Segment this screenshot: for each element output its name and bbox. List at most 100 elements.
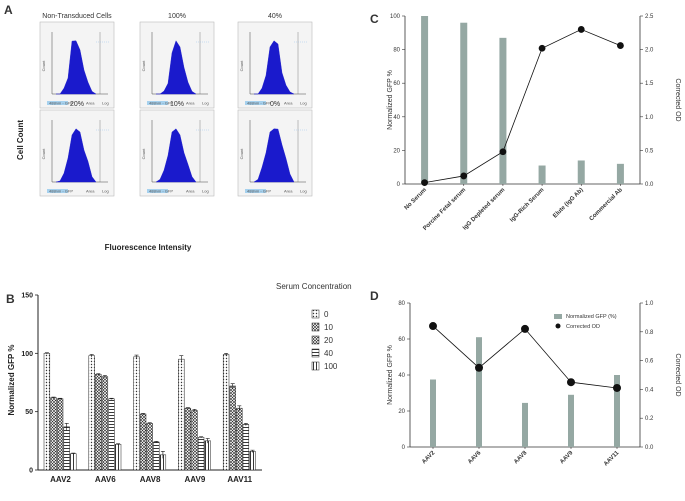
histogram-area-label: Area [86, 101, 95, 106]
combo-bar [522, 402, 528, 447]
combo-od-point [567, 378, 575, 387]
combo-y-tick-label: 20 [393, 148, 400, 154]
combo-bar [577, 160, 585, 184]
panel-d-y2-label: Corrected OD [674, 353, 681, 396]
combo-y-tick-label: 40 [398, 373, 405, 379]
combo-bar [430, 379, 436, 447]
histogram-title: 100% [168, 13, 186, 20]
combo-category-label: IgG Depleted serum [462, 187, 506, 231]
combo-category-label: AAV2 [421, 450, 437, 466]
combo-category-label: AAV8 [513, 450, 529, 466]
panel-a-y-label: Cell Count [16, 120, 25, 160]
b-bar [222, 354, 230, 471]
combo-y2-tick-label: 0.5 [645, 148, 654, 154]
histogram-legend-swatch [47, 189, 68, 193]
histogram-title: 10% [170, 101, 184, 108]
combo-bar [616, 163, 624, 184]
b-legend-swatch [311, 348, 320, 358]
panel-c-y-label: Normalized GFP % [387, 70, 394, 130]
combo-y-tick-label: 40 [393, 115, 400, 121]
combo-y2-tick-label: 1.0 [645, 115, 654, 121]
panel-b-letter: B [6, 292, 15, 306]
b-legend-label: 40 [324, 349, 333, 358]
combo-od-point [475, 363, 483, 372]
b-bar [101, 376, 109, 471]
combo-bar [460, 22, 468, 184]
b-y-tick-label: 0 [29, 468, 33, 475]
combo-bar [538, 165, 546, 184]
panel-c-y2-label: Corrected OD [674, 78, 681, 121]
panel-d-chart: Normalized GFP % Corrected OD 0 20 40 60 80 0… [387, 301, 681, 468]
b-y-tick-label: 150 [21, 293, 33, 300]
combo-od-point [421, 179, 428, 187]
combo-bar [421, 16, 429, 184]
panel-a-histograms: Non-Transduced Cells Count 488nm - GFP Area… [39, 13, 313, 197]
b-bar [236, 407, 243, 471]
combo-category-label: Elute (IgG Ab) [552, 187, 584, 219]
histogram-scale-label: Log [300, 189, 307, 194]
histogram-area-label: Area [284, 189, 293, 194]
combo-bar [614, 375, 620, 447]
combo-legend-marker [555, 323, 561, 329]
b-bar [146, 423, 153, 471]
b-category-label: AAV9 [185, 475, 206, 484]
b-bar [50, 397, 57, 471]
histogram-scale-label: Log [102, 189, 109, 194]
panel-d-letter: D [370, 289, 379, 303]
histogram-count-label: Count [141, 148, 146, 160]
combo-y-tick-label: 60 [398, 337, 405, 343]
histogram-area-label: Area [186, 101, 195, 106]
b-bar [249, 451, 256, 471]
b-bar [56, 398, 64, 471]
combo-category-label: AAV6 [467, 450, 483, 466]
combo-category-label: Commercial Ab [589, 187, 624, 222]
histogram-legend-swatch [245, 101, 266, 105]
panel-a-letter: A [4, 3, 13, 17]
b-y-tick-label: 100 [21, 351, 33, 358]
b-category-label: AAV11 [227, 475, 252, 484]
combo-y-tick-label: 20 [398, 409, 405, 415]
combo-y2-tick-label: 0.0 [645, 182, 654, 188]
combo-y-tick-label: 80 [398, 301, 405, 307]
combo-y2-tick-label: 1.0 [645, 301, 654, 307]
histogram-legend-label: 488nm - GFP [149, 189, 173, 194]
combo-od-point [460, 172, 468, 180]
combo-category-label: IgG-Rich Serum [509, 187, 545, 223]
combo-category-label: AAV11 [603, 450, 621, 468]
combo-y2-tick-label: 0.6 [645, 359, 654, 365]
histogram-legend-label: 488nm - GFP [247, 101, 271, 106]
b-legend-label: 100 [324, 362, 338, 371]
panel-b-legend-title: Serum Concentration [276, 282, 352, 291]
histogram-title: Non-Transduced Cells [42, 13, 112, 20]
b-bar [88, 355, 95, 471]
b-bar [108, 398, 115, 471]
histogram-area-label: Area [86, 189, 95, 194]
histogram-count-label: Count [41, 148, 46, 160]
histogram-distribution [56, 40, 97, 95]
histogram-legend-swatch [245, 189, 266, 193]
combo-od-point [617, 42, 624, 49]
combo-od-point [521, 324, 529, 333]
histogram-scale-label: Log [202, 101, 209, 106]
b-bar [229, 385, 236, 471]
b-legend-swatch [311, 309, 320, 319]
combo-bar [568, 394, 574, 447]
histogram-distribution [155, 128, 197, 183]
combo-bar [476, 337, 482, 447]
panel-b-y-label: Normalized GFP % [7, 345, 16, 416]
combo-od-point [429, 322, 437, 331]
panel-a-x-label: Fluorescence Intensity [105, 243, 192, 252]
combo-y2-tick-label: 0.4 [645, 387, 654, 393]
histogram-title: 20% [70, 101, 84, 108]
b-category-label: AAV2 [50, 475, 71, 484]
panel-c-chart: Normalized GFP % Corrected OD 0 20 40 60 80 1… [387, 14, 681, 232]
combo-od-point [577, 26, 585, 33]
b-legend-label: 0 [324, 310, 329, 319]
combo-od-line [432, 325, 618, 389]
histogram-distribution [254, 40, 295, 95]
histogram-legend-label: 488nm - GFP [49, 189, 73, 194]
b-bar [139, 413, 147, 471]
b-legend-swatch [311, 322, 320, 332]
b-bar [204, 440, 211, 471]
